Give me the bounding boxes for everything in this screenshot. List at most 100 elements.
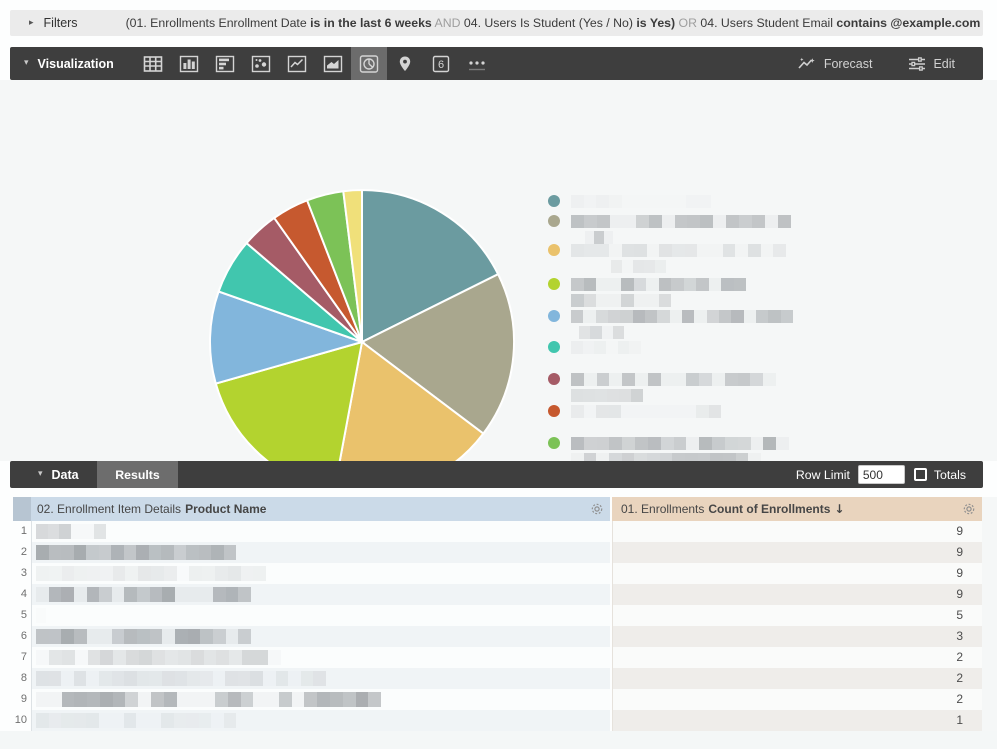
legend-swatch-icon <box>548 310 560 322</box>
legend-label-line-redacted <box>571 437 790 450</box>
legend-item[interactable] <box>548 195 711 208</box>
legend-label-line-redacted <box>585 231 613 244</box>
product-name-cell-redacted[interactable] <box>31 521 610 542</box>
pie-chart[interactable] <box>204 184 520 500</box>
legend-item[interactable] <box>548 310 793 339</box>
product-name-cell-redacted[interactable] <box>31 605 610 626</box>
viz-type-button-column[interactable] <box>171 47 207 80</box>
count-of-enrollments-cell[interactable]: 2 <box>612 668 982 689</box>
legend-label-redacted <box>571 195 711 208</box>
filters-bar[interactable]: ▸ Filters (01. Enrollments Enrollment Da… <box>10 10 983 36</box>
area-chart-icon <box>323 55 342 72</box>
product-name-cell-redacted[interactable] <box>31 584 610 605</box>
row-limit-input[interactable] <box>857 465 905 484</box>
count-of-enrollments-cell[interactable]: 2 <box>612 647 982 668</box>
data-collapse-caret-icon[interactable]: ▾ <box>38 469 43 479</box>
product-name-redacted <box>36 692 382 707</box>
count-of-enrollments-cell[interactable]: 5 <box>612 605 982 626</box>
viz-type-button-single-value[interactable]: 6 <box>423 47 459 80</box>
product-name-cell-redacted[interactable] <box>31 563 610 584</box>
viz-type-button-area[interactable] <box>315 47 351 80</box>
edit-button[interactable]: Edit <box>908 56 955 72</box>
viz-type-button-bar[interactable] <box>207 47 243 80</box>
results-table: 02. Enrollment Item Details Product Name… <box>0 488 997 731</box>
single-value-icon: 6 <box>432 55 449 72</box>
filter-segment: 04. Users Student Email <box>700 16 837 30</box>
legend-item[interactable] <box>548 341 641 354</box>
legend-item[interactable] <box>548 373 776 402</box>
table-right-gutter <box>982 497 997 731</box>
gear-icon[interactable] <box>962 502 976 516</box>
count-of-enrollments-cell[interactable]: 9 <box>612 521 982 542</box>
legend-swatch-icon <box>548 437 560 449</box>
visualization-bar: ▾ Visualization 6 Forecast Edit <box>10 47 983 80</box>
legend-swatch-icon <box>548 278 560 290</box>
forecast-button[interactable]: Forecast <box>797 56 872 72</box>
row-number: 1 <box>20 525 27 537</box>
count-of-enrollments-cell[interactable]: 9 <box>612 584 982 605</box>
legend-label-line-redacted <box>571 215 791 228</box>
count-of-enrollments-cell[interactable]: 9 <box>612 563 982 584</box>
viz-type-button-line[interactable] <box>279 47 315 80</box>
count-of-enrollments-cell[interactable]: 1 <box>612 710 982 731</box>
product-name-cell-redacted[interactable] <box>31 542 610 563</box>
viz-type-button-more[interactable] <box>459 47 495 80</box>
results-tab[interactable]: Results <box>97 461 178 488</box>
sort-descending-arrow-icon: ↓ <box>834 502 845 516</box>
product-name-cell-redacted[interactable] <box>31 626 610 647</box>
pie-chart-icon <box>359 54 378 73</box>
legend-swatch-icon <box>548 405 560 417</box>
product-name-cell-redacted[interactable] <box>31 647 610 668</box>
legend-swatch-icon <box>548 373 560 385</box>
count-of-enrollments-cell[interactable]: 2 <box>612 689 982 710</box>
legend-label-redacted <box>571 373 776 402</box>
filter-expression: (01. Enrollments Enrollment Date is in t… <box>126 16 981 30</box>
legend-label-redacted <box>571 310 793 339</box>
svg-text:6: 6 <box>438 58 444 70</box>
visualization-collapse-caret-icon[interactable]: ▾ <box>24 58 29 68</box>
legend-label-line-redacted <box>571 405 721 418</box>
legend-item[interactable] <box>548 244 786 273</box>
count-of-enrollments-cell[interactable]: 3 <box>612 626 982 647</box>
filters-expand-caret-icon[interactable]: ▸ <box>29 17 34 28</box>
row-number: 6 <box>20 630 27 642</box>
product-name-cell-redacted[interactable] <box>31 710 610 731</box>
viz-type-button-map[interactable] <box>387 47 423 80</box>
totals-checkbox[interactable] <box>913 468 927 481</box>
viz-type-button-scatter[interactable] <box>243 47 279 80</box>
gear-icon[interactable] <box>590 502 604 516</box>
viz-type-button-pie[interactable] <box>350 47 387 80</box>
row-number: 2 <box>20 546 27 558</box>
pie-slice[interactable] <box>342 188 363 343</box>
product-name-cell-redacted[interactable] <box>31 689 610 710</box>
legend-item[interactable] <box>548 405 721 418</box>
column-header-product-name[interactable]: 02. Enrollment Item Details Product Name <box>31 497 610 521</box>
legend-item[interactable] <box>548 278 746 307</box>
product-name-cell-redacted[interactable] <box>31 668 610 689</box>
filter-segment: contains @example.com <box>836 16 981 30</box>
column-chart-icon <box>179 55 198 72</box>
filter-segment: is in the last 6 weeks <box>310 16 432 30</box>
count-of-enrollments-cell[interactable]: 9 <box>612 542 982 563</box>
legend-swatch-icon <box>548 244 560 256</box>
legend-item[interactable] <box>548 215 791 244</box>
product-name-redacted <box>36 629 251 644</box>
row-number: 7 <box>20 651 27 663</box>
filter-segment: 04. Users Is Student (Yes / No) <box>463 16 637 30</box>
legend-swatch-icon <box>548 215 560 227</box>
more-options-icon <box>468 60 485 70</box>
pie-slice[interactable] <box>209 290 366 385</box>
column-header-count-of-enrollments[interactable]: 01. Enrollments Count of Enrollments ↓ <box>612 497 982 521</box>
legend-label-line-redacted <box>579 326 624 339</box>
filter-segment: OR <box>675 16 701 30</box>
pie-slice[interactable] <box>361 188 500 344</box>
viz-type-button-table[interactable] <box>135 47 171 80</box>
pie-slice[interactable] <box>360 272 516 436</box>
legend-label-redacted <box>571 244 786 273</box>
legend-label-redacted <box>571 405 721 418</box>
